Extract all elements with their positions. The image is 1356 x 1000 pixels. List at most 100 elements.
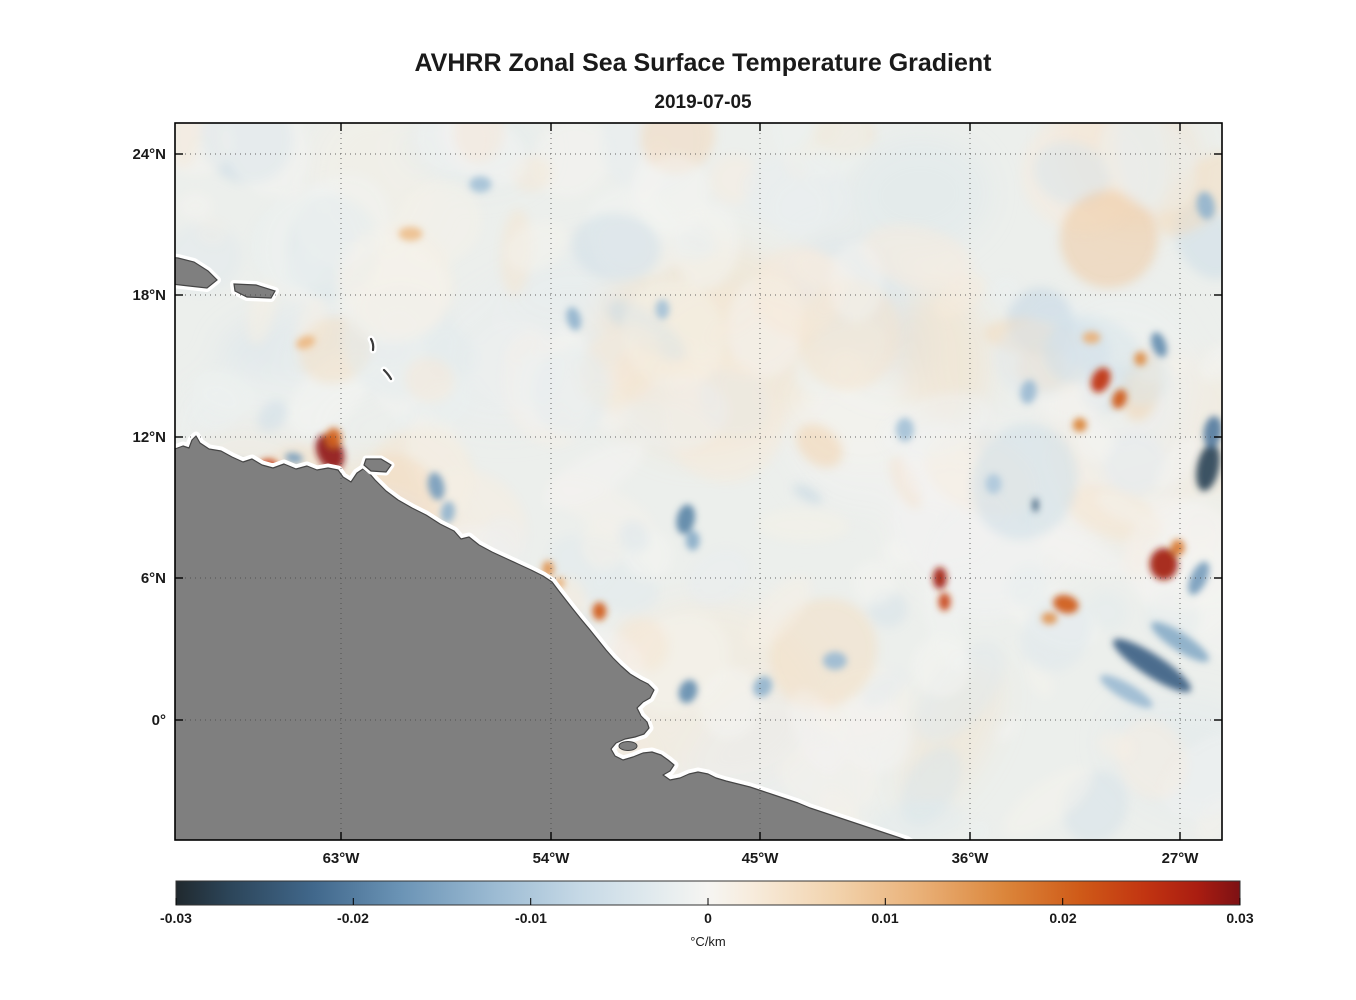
sst-blob xyxy=(895,417,914,442)
chart-title: AVHRR Zonal Sea Surface Temperature Grad… xyxy=(414,49,992,77)
sst-blob xyxy=(532,347,610,437)
sst-blob xyxy=(1122,502,1222,612)
y-tick-label-12n: 12°N xyxy=(132,429,166,446)
sst-blob xyxy=(295,335,316,349)
sst-blob xyxy=(655,299,670,320)
sst-blob xyxy=(1090,367,1111,393)
sst-blob xyxy=(257,400,288,432)
plot-border xyxy=(174,122,1223,841)
colorbar-tick-label-2: -0.01 xyxy=(515,910,547,926)
sst-blob xyxy=(911,636,971,698)
sst-field-features xyxy=(200,176,1222,708)
island-amazon-delta xyxy=(618,741,638,751)
island-hispaniola xyxy=(175,257,218,289)
tick-marks xyxy=(175,123,1222,840)
sst-blob xyxy=(1151,332,1167,358)
sst-blob xyxy=(1113,638,1192,693)
x-tick-label-63w: 63°W xyxy=(323,850,361,867)
y-tick-label-18n: 18°N xyxy=(132,287,166,304)
sst-blob xyxy=(1188,561,1210,595)
sst-blob xyxy=(624,374,728,451)
sst-blob xyxy=(829,240,884,323)
sst-blob xyxy=(1074,420,1115,463)
chart-subtitle: 2019-07-05 xyxy=(654,92,752,113)
land-mass-south-america xyxy=(175,435,908,840)
sst-blob xyxy=(505,220,569,272)
sst-blob xyxy=(1149,548,1178,581)
sst-blob xyxy=(744,576,812,650)
sst-blob xyxy=(1021,594,1093,672)
x-tick-label-36w: 36°W xyxy=(952,850,990,867)
sst-blob xyxy=(285,452,303,464)
sst-blob xyxy=(687,548,750,606)
sst-blob xyxy=(1059,190,1158,288)
sst-blob xyxy=(334,233,446,345)
sst-blob xyxy=(592,602,607,621)
colorbar-ticks xyxy=(175,898,1241,905)
sst-blob xyxy=(1032,498,1039,513)
sst-blob xyxy=(249,196,354,291)
sst-blob xyxy=(1003,766,1093,838)
sst-blob xyxy=(1033,141,1111,206)
sst-blob xyxy=(678,679,698,704)
sst-blob xyxy=(542,440,646,509)
sst-blob xyxy=(640,123,715,175)
sst-blob xyxy=(1082,331,1101,344)
sst-blob xyxy=(769,123,870,179)
sst-blob xyxy=(788,690,844,774)
y-tick-label-24n: 24°N xyxy=(132,146,166,163)
sst-blob xyxy=(753,245,845,338)
sst-blob xyxy=(990,274,1022,306)
sst-blob xyxy=(698,667,762,740)
sst-blob xyxy=(572,213,661,281)
sst-blob xyxy=(796,423,843,468)
sst-blob xyxy=(427,472,445,501)
x-tick-label-54w: 54°W xyxy=(533,850,571,867)
sst-blob xyxy=(1020,379,1037,404)
sst-blob xyxy=(932,567,947,590)
sst-blob xyxy=(753,676,773,698)
sst-blob xyxy=(469,176,492,193)
island-puerto-rico xyxy=(233,283,276,299)
sst-blob xyxy=(879,391,993,458)
sst-blob xyxy=(618,520,650,553)
y-tick-label-6n: 6°N xyxy=(141,570,166,587)
sst-blob xyxy=(862,669,906,708)
sst-blob xyxy=(1117,719,1187,800)
sst-blob xyxy=(917,642,1005,743)
sst-blob xyxy=(1199,340,1222,382)
sst-blob xyxy=(1196,443,1220,491)
sst-blob xyxy=(822,651,847,670)
sst-blob xyxy=(674,222,715,263)
island-antilles-2 xyxy=(382,368,393,381)
sst-blob xyxy=(1095,491,1146,524)
colorbar-tick-label-0: -0.03 xyxy=(160,910,192,926)
sst-blob xyxy=(192,369,258,414)
sst-blob xyxy=(177,191,214,220)
colorbar-tick-label-1: -0.02 xyxy=(337,910,369,926)
sst-blob xyxy=(1103,432,1166,494)
island-antilles-1 xyxy=(369,337,375,352)
sst-blob xyxy=(222,123,311,198)
sst-blob xyxy=(1155,435,1201,490)
sst-blob xyxy=(1033,527,1126,578)
sst-blob xyxy=(440,501,455,524)
sst-blob xyxy=(985,473,1002,494)
sst-blob xyxy=(438,123,528,186)
sst-blob xyxy=(1170,539,1185,556)
colorbar-tick-label-3: 0 xyxy=(704,910,712,926)
sst-blob xyxy=(1024,658,1054,699)
sst-blob xyxy=(1203,416,1222,448)
sst-blob xyxy=(685,530,700,551)
colorbar-tick-label-5: 0.02 xyxy=(1049,910,1076,926)
sst-blob xyxy=(405,357,455,404)
colorbar-tick-label-4: 0.01 xyxy=(871,910,898,926)
sst-blob xyxy=(995,716,1022,743)
sst-blob xyxy=(1151,621,1209,662)
sst-blob xyxy=(769,598,878,709)
sst-blob xyxy=(861,224,973,290)
sst-blob xyxy=(793,484,823,504)
sst-blob xyxy=(1100,674,1153,708)
